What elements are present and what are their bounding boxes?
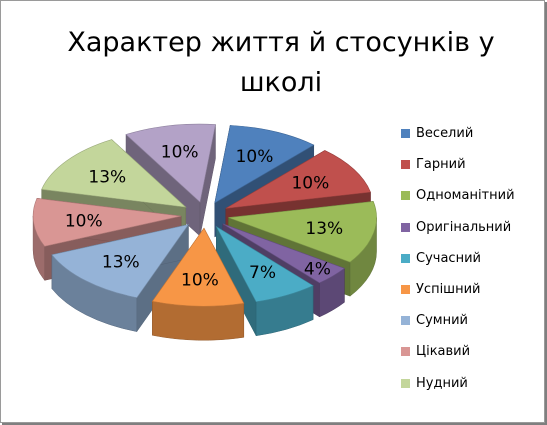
legend-item-4: Сучасний <box>401 248 515 269</box>
legend-label: Сучасний <box>416 250 481 266</box>
legend-item-7: Цікавий <box>401 341 515 362</box>
legend-item-8: Нудний <box>401 373 515 394</box>
legend-label: Нудний <box>416 375 468 391</box>
data-label-6: 13% <box>102 253 140 273</box>
legend-item-1: Гарний <box>401 154 515 175</box>
legend-item-0: Веселий <box>401 123 515 144</box>
legend-label: Одноманітний <box>416 188 515 204</box>
legend-swatch <box>401 284 410 294</box>
chart-title: Характер життя й стосунків у школі <box>61 23 501 103</box>
data-label-8: 13% <box>88 167 126 187</box>
legend-swatch <box>401 347 410 357</box>
data-label-7: 10% <box>65 211 103 231</box>
legend-label: Оригінальний <box>416 219 512 235</box>
legend-label: Сумний <box>416 313 468 329</box>
legend-label: Успішний <box>416 281 481 297</box>
data-label-9: 10% <box>161 143 199 163</box>
legend-swatch <box>401 378 410 388</box>
data-label-2: 13% <box>305 219 343 239</box>
chart-title-line-1: Характер життя й стосунків у <box>67 27 495 58</box>
data-label-3: 4% <box>304 260 331 280</box>
legend-swatch <box>401 191 410 201</box>
legend-swatch <box>401 222 410 232</box>
legend-label: Гарний <box>416 157 466 173</box>
legend-label: Цікавий <box>416 344 471 360</box>
data-label-4: 7% <box>249 263 276 283</box>
pie-slice-6 <box>51 223 190 333</box>
chart-legend: Веселий Гарний Одноманітний Оригінальний Суч… <box>401 123 515 404</box>
legend-item-2: Одноманітний <box>401 185 515 206</box>
legend-swatch <box>401 160 410 170</box>
legend-item-5: Успішний <box>401 279 515 300</box>
pie-slice-4 <box>215 225 314 337</box>
legend-label: Веселий <box>416 126 474 141</box>
legend-swatch <box>401 253 410 263</box>
data-label-1: 10% <box>291 174 329 194</box>
legend-swatch <box>401 129 410 138</box>
legend-swatch <box>401 316 410 326</box>
data-label-0: 10% <box>236 147 274 167</box>
legend-item-6: Сумний <box>401 310 515 331</box>
pie-slice-5 <box>151 227 245 341</box>
legend-item-3: Оригінальний <box>401 217 515 238</box>
chart-title-line-2: школі <box>239 67 323 98</box>
data-label-5: 10% <box>181 271 219 291</box>
